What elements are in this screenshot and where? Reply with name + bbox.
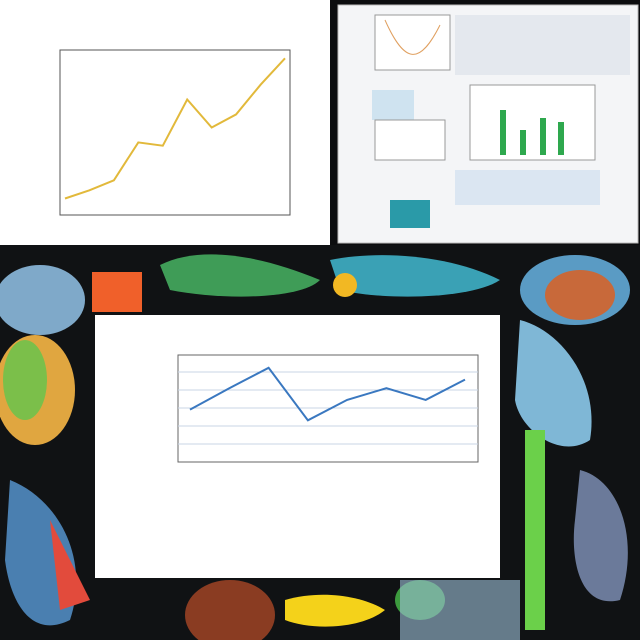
background-art <box>0 245 640 640</box>
plot-frame <box>59 49 291 216</box>
screenshot-panel <box>337 4 639 244</box>
line <box>189 366 466 422</box>
panel <box>0 0 330 245</box>
line <box>64 57 286 200</box>
panel <box>95 315 500 578</box>
